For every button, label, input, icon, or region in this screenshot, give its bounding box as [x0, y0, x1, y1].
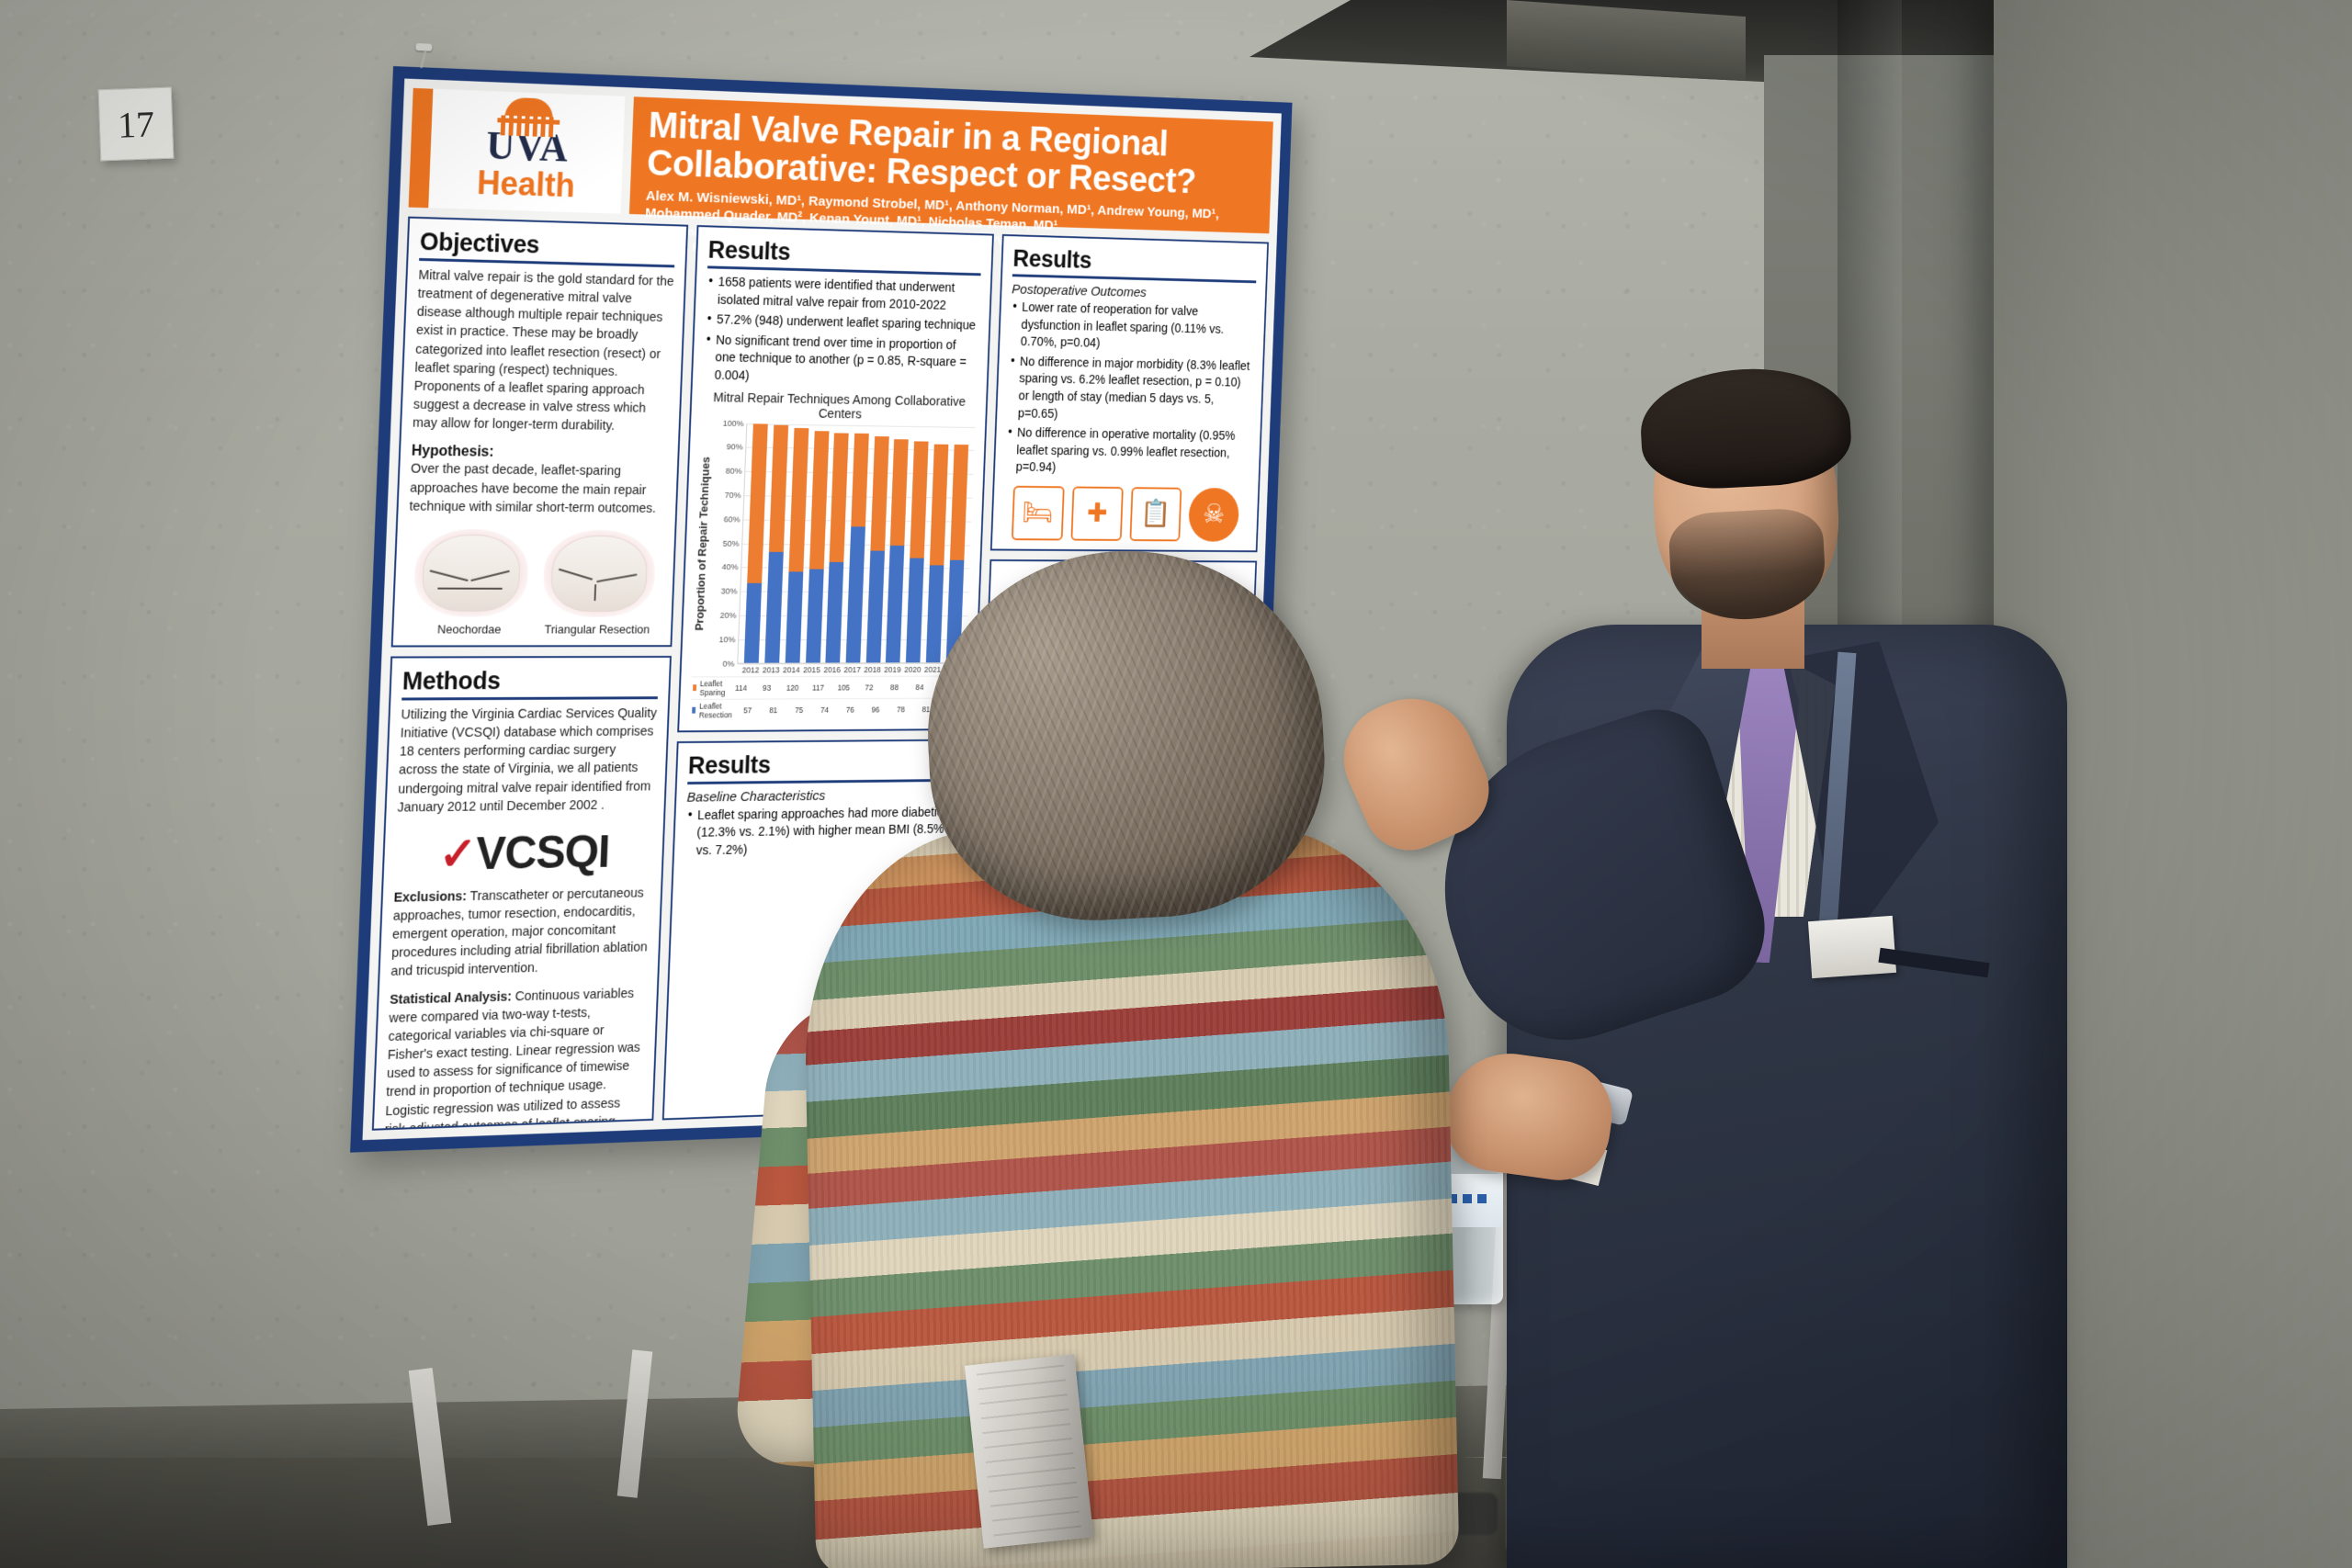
stats-body: Continuous variables were compared via t… — [384, 986, 641, 1131]
methods-body: Utilizing the Virginia Cardiac Services … — [397, 705, 658, 816]
neochordae-illustration-icon — [413, 528, 530, 617]
striped-knit-sweater — [800, 819, 1460, 1568]
hair — [1637, 364, 1854, 492]
hospital-bed-icon: 🛏 — [1011, 485, 1065, 541]
objectives-body: Mitral valve repair is the gold standard… — [412, 267, 674, 434]
poster-header: UVA Health Mitral Valve Repair in a Regi… — [399, 79, 1281, 255]
vcsqi-checkmark-icon: ✓ — [437, 828, 478, 880]
station-number-card: 17 — [97, 86, 175, 162]
mortality-skull-icon: ☠ — [1187, 487, 1240, 542]
clipboard-icon: 📋 — [1129, 487, 1182, 542]
valve-figure-triangular: Triangular Resection — [539, 529, 658, 637]
chart-bar-segment-sparing — [829, 433, 849, 562]
list-item: No significant trend over time in propor… — [703, 332, 978, 389]
methods-heading: Methods — [401, 666, 660, 701]
ceiling-beam — [1507, 0, 1746, 84]
results-postop-heading: Results — [1012, 244, 1258, 284]
chart-bar-segment-sparing — [890, 438, 910, 547]
chart-bar-segment-sparing — [929, 444, 949, 566]
legend-swatch — [692, 706, 696, 714]
chart-y-tick: 80% — [725, 466, 742, 477]
objectives-section: Objectives Mitral valve repair is the go… — [390, 216, 689, 648]
handheld-papers — [964, 1354, 1094, 1549]
vcsqi-logo-text: VCSQI — [474, 826, 611, 879]
stats-line: Statistical Analysis: Continuous variabl… — [383, 984, 646, 1131]
exclusions-label: Exclusions: — [393, 889, 468, 906]
objectives-heading: Objectives — [419, 228, 676, 268]
chart-bar-segment-sparing — [910, 441, 929, 558]
valve-figure-neochordae: Neochordae — [411, 528, 531, 636]
poster-title: Mitral Valve Repair in a Regional Collab… — [646, 103, 1197, 201]
rotunda-icon — [495, 96, 562, 138]
chart-y-tick: 50% — [722, 537, 740, 548]
name-badge — [1807, 915, 1897, 979]
attendee-person — [698, 541, 1544, 1568]
list-item: No difference in major morbidity (8.3% l… — [1007, 354, 1253, 426]
chart-bar-segment-sparing — [870, 435, 889, 551]
chart-y-tick: 100% — [722, 418, 744, 429]
stats-label: Statistical Analysis: — [389, 989, 513, 1008]
chart-y-tick: 70% — [724, 490, 741, 501]
exclusions-line: Exclusions: Transcatheter or percutaneou… — [390, 884, 650, 981]
hypothesis-body: Over the past decade, leaflet-sparing ap… — [409, 461, 657, 516]
results-main-bullets: 1658 patients were identified that under… — [703, 274, 980, 389]
chart-bar-segment-sparing — [851, 434, 869, 527]
list-item: 1658 patients were identified that under… — [706, 274, 980, 315]
methods-section: Methods Utilizing the Virginia Cardiac S… — [371, 655, 672, 1131]
push-pin-icon — [412, 43, 436, 69]
list-item: 57.2% (948) underwent leaflet sparing te… — [705, 311, 978, 335]
station-number: 17 — [117, 102, 155, 146]
list-item: Lower rate of reoperation for valve dysf… — [1010, 299, 1256, 356]
legend-swatch — [693, 684, 697, 692]
results-postop-section: Results Postoperative Outcomes Lower rat… — [989, 233, 1269, 553]
poster-title-block: Mitral Valve Repair in a Regional Collab… — [628, 96, 1273, 255]
results-postop-bullets: Lower rate of reoperation for valve dysf… — [1005, 299, 1256, 479]
chart-bar-segment-sparing — [808, 430, 830, 570]
outcome-pictograms: 🛏 ✚ 📋 ☠ — [1002, 485, 1249, 542]
vcsqi-logo: ✓VCSQI — [394, 825, 652, 882]
presenter-person — [1326, 349, 2067, 1568]
valve-caption: Triangular Resection — [544, 622, 650, 637]
chart-bar-segment-sparing — [949, 444, 968, 561]
hair — [918, 541, 1333, 929]
chart-bar-segment-sparing — [788, 427, 809, 572]
logo-unit: Health — [476, 164, 576, 205]
valve-caption: Neochordae — [436, 622, 502, 637]
triangular-resection-illustration-icon — [542, 529, 657, 617]
chart-bar-segment-sparing — [769, 424, 789, 553]
poster-column-left: Objectives Mitral valve repair is the go… — [371, 216, 689, 1131]
heart-icon: ✚ — [1070, 486, 1124, 541]
chart-y-tick: 60% — [723, 513, 741, 525]
results-main-heading: Results — [707, 236, 982, 276]
list-item: No difference in operative mortality (0.… — [1005, 425, 1251, 479]
valve-figures: Neochordae Triangular Resection — [404, 528, 664, 636]
chart-y-tick: 90% — [726, 442, 743, 453]
uva-health-logo: UVA Health — [408, 87, 626, 214]
